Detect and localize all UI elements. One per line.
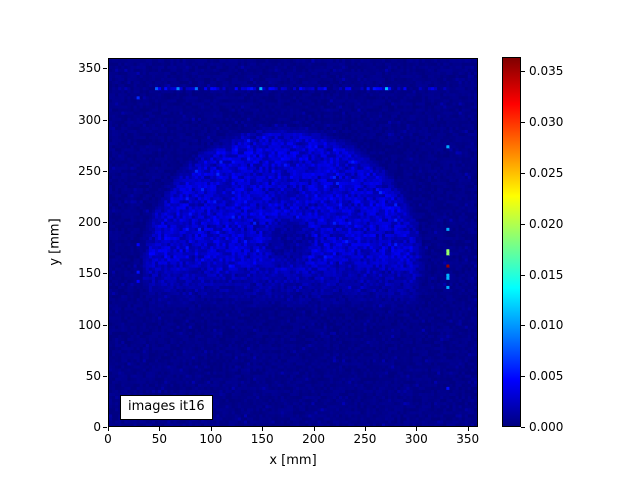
colorbar <box>502 57 521 427</box>
colorbar-tick-mark <box>521 274 525 276</box>
y-tick-mark <box>103 427 107 428</box>
y-tick-label: 50 <box>85 368 101 383</box>
colorbar-tick-mark <box>521 376 525 378</box>
x-tick-mark <box>210 427 212 431</box>
y-tick-label: 0 <box>93 420 101 434</box>
x-tick-mark <box>262 427 264 431</box>
x-tick-label: 50 <box>151 432 168 446</box>
heatmap-canvas <box>109 59 477 426</box>
y-tick-mark <box>103 375 107 377</box>
colorbar-tick-label: 0.005 <box>529 369 564 384</box>
colorbar-tick-label: 0.025 <box>529 165 564 180</box>
y-tick-mark <box>103 119 107 121</box>
colorbar-tick-label: 0.020 <box>529 216 564 231</box>
colorbar-tick-mark <box>521 71 525 73</box>
x-tick-mark <box>467 427 469 431</box>
y-tick-label: 350 <box>78 61 101 76</box>
colorbar-tick-mark <box>521 122 525 124</box>
colorbar-tick-mark <box>521 325 525 327</box>
x-tick-label: 100 <box>199 432 223 446</box>
x-tick-label: 250 <box>353 432 377 446</box>
x-tick-label: 0 <box>104 432 112 446</box>
colorbar-tick-label: 0.035 <box>529 64 564 79</box>
y-tick-mark <box>103 273 107 275</box>
y-tick-mark <box>103 170 107 172</box>
colorbar-tick-mark <box>521 172 525 174</box>
x-tick-mark <box>364 427 366 431</box>
colorbar-tick-label: 0.010 <box>529 318 564 333</box>
plot-area <box>108 58 478 427</box>
annotation-box: images it16 <box>120 395 213 420</box>
y-tick-label: 250 <box>78 163 101 178</box>
x-axis-label: x [mm] <box>269 453 317 468</box>
x-tick-label: 200 <box>302 432 325 446</box>
y-tick-label: 100 <box>78 317 101 332</box>
x-tick-mark <box>159 427 161 431</box>
x-tick-label: 350 <box>456 432 480 446</box>
y-tick-label: 300 <box>78 112 101 127</box>
y-axis-label: y [mm] <box>47 218 63 266</box>
x-tick-label: 150 <box>250 432 274 446</box>
colorbar-tick-label: 0.030 <box>529 115 564 130</box>
colorbar-tick-mark <box>521 427 525 428</box>
colorbar-tick-label: 0.000 <box>529 420 564 434</box>
x-tick-label: 300 <box>404 432 428 446</box>
y-tick-label: 150 <box>78 266 101 281</box>
x-tick-mark <box>313 427 315 431</box>
annotation-label: images it16 <box>128 399 205 414</box>
y-tick-label: 200 <box>78 215 101 229</box>
colorbar-tick-label: 0.015 <box>529 267 564 282</box>
colorbar-tick-mark <box>521 223 525 225</box>
y-tick-mark <box>103 222 107 223</box>
x-tick-mark <box>108 427 109 431</box>
x-tick-mark <box>416 427 418 431</box>
y-tick-mark <box>103 68 107 70</box>
y-tick-mark <box>103 324 107 326</box>
